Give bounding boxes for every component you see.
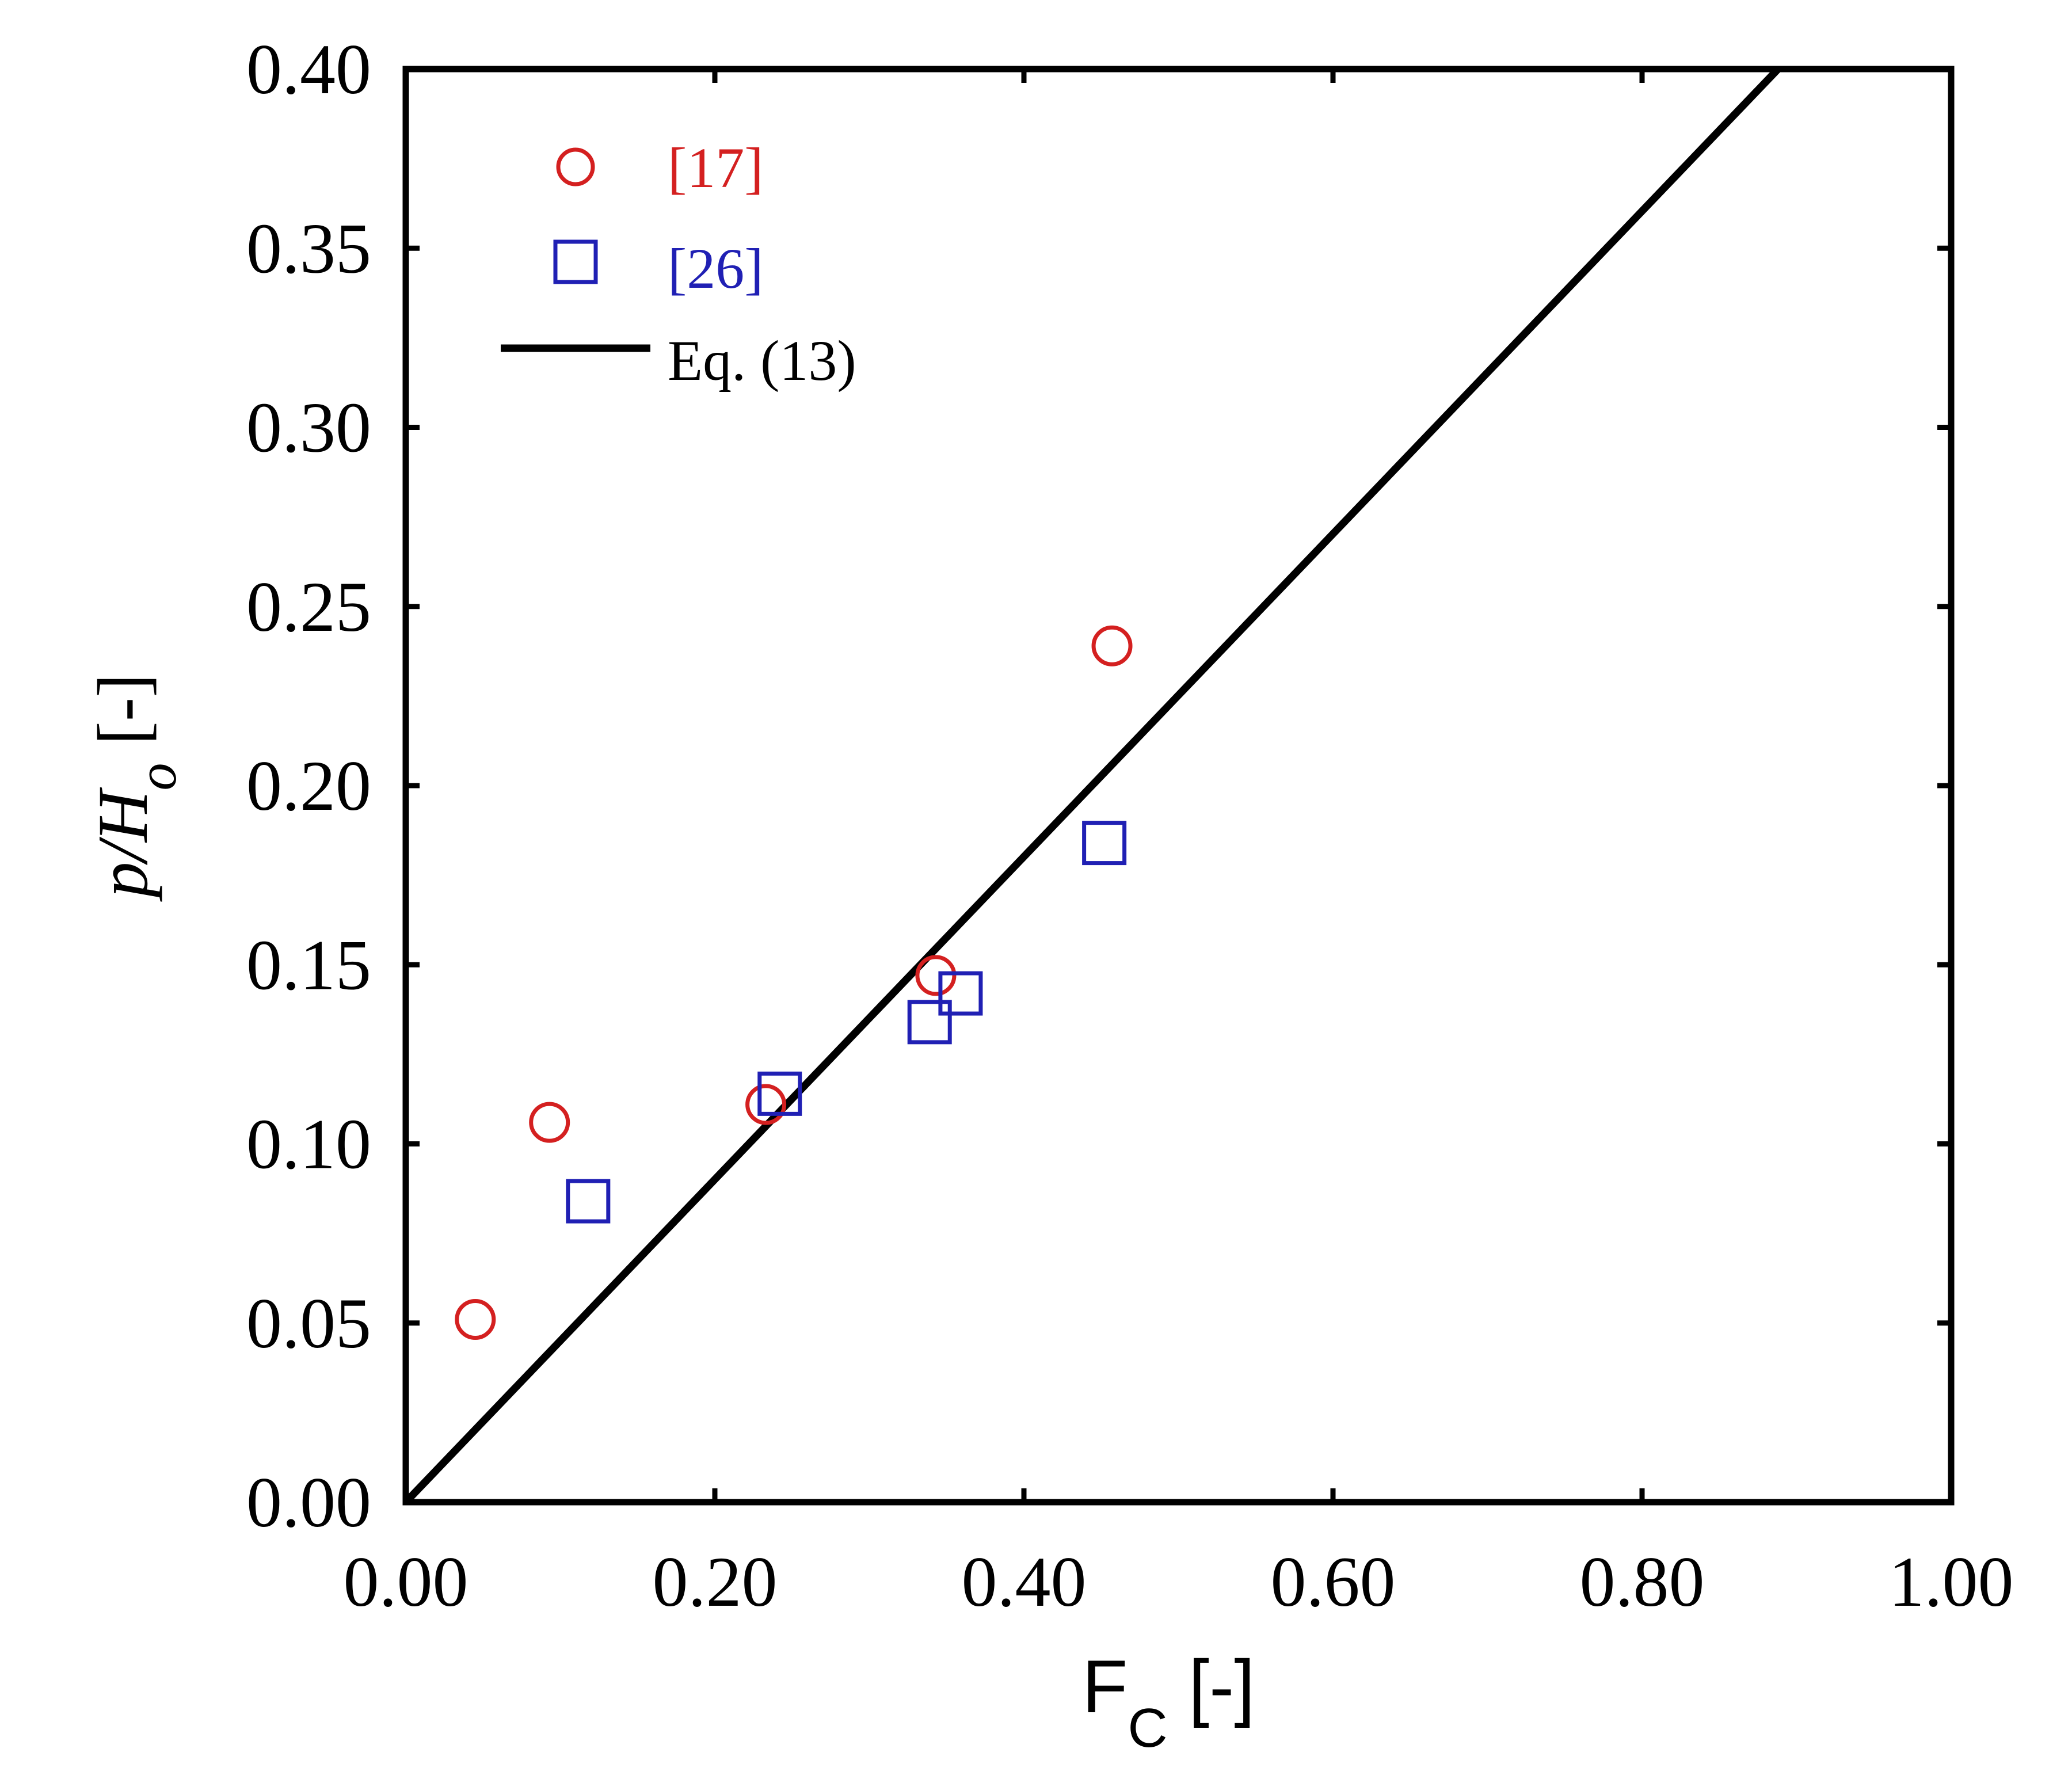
- y-tick-label: 0.00: [246, 1463, 371, 1542]
- y-tick-label: 0.05: [246, 1284, 371, 1363]
- axis-tick-labels: 0.00 0.20 0.40 0.60 0.80 1.00 0.00 0.05 0.10 0.15…: [246, 30, 2014, 1621]
- data-point-26-square: [566, 1179, 611, 1224]
- data-point-17-circle: [455, 1299, 496, 1340]
- x-axis-label-main: F: [1082, 1644, 1128, 1728]
- y-axis-label-subscript: o: [126, 763, 188, 790]
- x-axis-label-unit: [-]: [1168, 1644, 1255, 1728]
- data-point-26-square: [757, 1071, 802, 1116]
- x-tick-label: 0.40: [962, 1542, 1087, 1621]
- x-tick-label: 1.00: [1889, 1542, 2014, 1621]
- y-tick-label: 0.10: [246, 1105, 371, 1184]
- x-tick-label: 0.80: [1580, 1542, 1705, 1621]
- data-point-26-square: [907, 1000, 952, 1045]
- legend-marker-17: [556, 147, 595, 186]
- legend-label-17: [17]: [668, 136, 764, 200]
- y-tick-label: 0.25: [246, 567, 371, 646]
- x-tick-label: 0.60: [1271, 1542, 1396, 1621]
- data-point-17-circle: [1091, 625, 1133, 666]
- data-point-17-circle: [745, 1084, 787, 1125]
- x-axis-label: FC [-]: [1082, 1644, 1255, 1759]
- y-axis-label-main: p/H: [83, 787, 162, 902]
- data-point-17-circle: [529, 1102, 570, 1143]
- y-tick-label: 0.40: [246, 30, 371, 109]
- series-eq13-line: [403, 66, 1781, 1505]
- axis-ticks: [403, 66, 1954, 1505]
- x-tick-label: 0.20: [653, 1542, 778, 1621]
- y-axis-label-unit: [-]: [83, 674, 162, 763]
- x-axis-label-subscript: C: [1128, 1697, 1167, 1759]
- legend-label-26: [26]: [668, 237, 764, 300]
- legend-label-eq13: Eq. (13): [668, 329, 856, 393]
- y-axis-label: p/Ho [-]: [83, 674, 188, 902]
- legend-marker-26: [553, 239, 598, 284]
- y-tick-label: 0.30: [246, 388, 371, 467]
- eq13-fit-line: [403, 66, 1781, 1505]
- x-tick-label: 0.00: [344, 1542, 469, 1621]
- y-tick-label: 0.35: [246, 209, 371, 288]
- data-point-17-circle: [915, 955, 957, 996]
- plot-frame: [402, 66, 1955, 1506]
- y-tick-label: 0.20: [246, 746, 371, 825]
- data-point-26-square: [938, 971, 983, 1016]
- data-markers: [455, 625, 1133, 1340]
- legend: [17] [26] Eq. (13): [501, 136, 856, 393]
- data-point-26-square: [1082, 821, 1127, 866]
- y-tick-label: 0.15: [246, 925, 371, 1004]
